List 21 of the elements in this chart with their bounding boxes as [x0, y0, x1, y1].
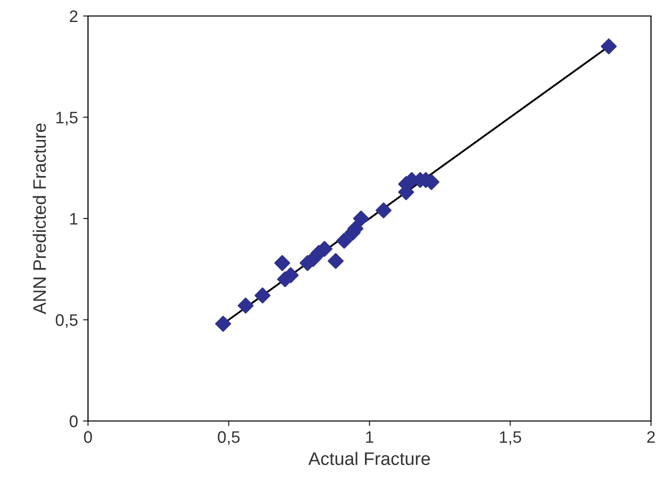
point: [238, 298, 254, 314]
x-tick-label: 0: [84, 431, 92, 443]
point: [274, 255, 290, 272]
x-tick-label: 1,5: [500, 431, 522, 445]
point: [600, 38, 617, 54]
y-tick-label: 0,5: [56, 314, 78, 328]
point: [336, 232, 352, 249]
x-tick-label: 2: [647, 431, 655, 443]
x-tick-label: 1: [366, 431, 374, 443]
y-axis-title: ANN Predicted Fracture: [32, 123, 46, 314]
x-tick-label: 0,5: [218, 431, 240, 445]
point: [353, 210, 370, 226]
y-tick-label: 0: [70, 415, 78, 428]
point: [376, 202, 392, 218]
point: [328, 253, 344, 270]
point: [254, 287, 271, 304]
point: [215, 316, 232, 332]
y-tick-label: 1: [70, 213, 78, 225]
x-axis-title: Actual Fracture: [308, 452, 430, 466]
y-tick-label: 2: [70, 10, 78, 22]
y-tick-label: 1,5: [56, 112, 78, 126]
